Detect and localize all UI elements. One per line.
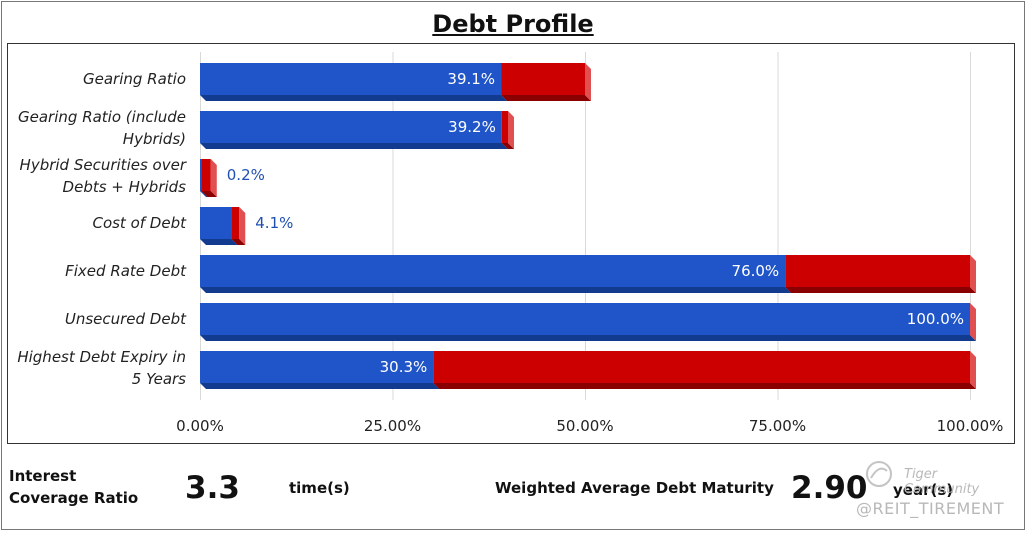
bar-shadow-red [785,287,976,293]
bar-shadow-blue [200,335,976,341]
category-label: Gearing Ratio [83,70,186,88]
x-tick-label: 25.00% [364,417,421,435]
watermark-handle: @REIT_TIREMENT [856,499,1005,518]
x-tick-label: 50.00% [556,417,613,435]
page-title: Debt Profile [432,10,594,38]
chart-panel: 39.1% Gearing Ratio 39.2% Gearing Ratio (in… [7,43,1015,444]
bar-segment-red [785,255,970,287]
bar-end-face [585,63,591,101]
wadm-unit: year(s) [893,481,954,499]
bar-end-face [508,111,514,149]
bar-segment-red [201,159,211,191]
data-label: 39.1% [447,70,495,88]
category-label: Fixed Rate Debt [65,262,187,280]
watermark: Tiger Community @REIT_TIREMENT [856,458,1014,518]
bar-shadow-red [433,383,976,389]
bar-segment-blue [200,351,434,383]
category-label: Cost of Debt [92,214,187,232]
bar-end-face [210,159,217,197]
bar-segment-red [231,207,240,239]
wadm-value: 2.90 [791,470,868,506]
x-tick-label: 100.00% [937,417,1004,435]
bar-chart: 39.1% Gearing Ratio 39.2% Gearing Ratio (in… [17,52,1004,435]
bar-shadow-blue [200,383,440,389]
x-tick-label: 75.00% [749,417,806,435]
bar-end-face [239,207,246,245]
bar-end-face [970,255,976,293]
bar-segment-red [433,351,970,383]
bar-shadow-blue [200,287,792,293]
bar-group: 39.2% Gearing Ratio (include Hybrids) [18,108,514,149]
bar-group: 4.1% Cost of Debt [92,207,293,245]
tiger-logo-icon [866,461,892,487]
data-label: 100.0% [907,310,964,328]
category-label: Debts + Hybrids [63,178,187,196]
watermark-brand: Tiger Community [904,467,980,497]
icr-value: 3.3 [185,470,240,506]
bar-group: 39.1% Gearing Ratio [83,63,591,101]
bar-group: 0.2% Hybrid Securities over Debts + Hybrid… [20,156,265,197]
bar-segment-blue [200,159,202,191]
bar-segment-red [501,111,508,143]
bar-shadow-red [231,239,246,245]
bar-segment-red [501,63,585,95]
data-label: 30.3% [380,358,428,376]
bar-end-face [970,303,976,341]
icr-unit: time(s) [289,479,350,497]
data-label: 39.2% [448,118,496,136]
category-label: Hybrids) [123,130,186,148]
bar-group: 76.0% Fixed Rate Debt [65,255,976,293]
bar-segment-blue [200,207,232,239]
icr-label-line2: Coverage Ratio [9,489,139,507]
x-tick-label: 0.00% [176,417,224,435]
data-label: 0.2% [227,166,265,184]
bar-shadow-blue [200,239,238,245]
data-label: 4.1% [255,214,293,232]
category-label: Unsecured Debt [65,310,187,328]
wadm-label: Weighted Average Debt Maturity [495,479,774,497]
category-label: Gearing Ratio (include [18,108,186,126]
bar-segment-blue [200,111,502,143]
bar-shadow-blue [200,143,508,149]
bar-shadow-red [201,191,217,197]
bar-end-face [970,351,976,389]
bar-shadow-red [501,95,591,101]
bar-segment-blue [200,63,502,95]
bar-shadow-blue [200,95,508,101]
bar-group: 30.3% Highest Debt Expiry in 5 Years [17,348,976,389]
bar-segment-blue [200,255,786,287]
bar-group: 100.0% Unsecured Debt [65,303,976,341]
icr-label-line1: Interest [9,467,77,485]
bar-segment-blue [200,303,970,335]
category-label: 5 Years [132,370,186,388]
category-label: Hybrid Securities over [20,156,187,174]
data-label: 76.0% [732,262,780,280]
category-label: Highest Debt Expiry in [17,348,186,366]
bar-shadow-blue [200,191,208,197]
icr-label: Interest Coverage Ratio [9,465,138,509]
bar-shadow-red [501,143,514,149]
